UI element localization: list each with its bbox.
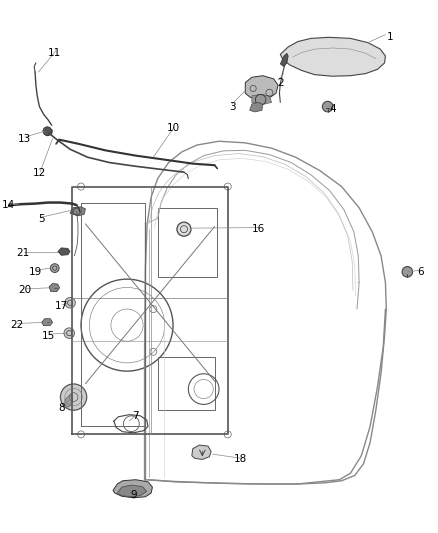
Text: 20: 20: [18, 286, 32, 295]
Text: 5: 5: [38, 214, 45, 223]
Polygon shape: [45, 128, 53, 136]
Text: 17: 17: [55, 302, 68, 311]
Text: 12: 12: [33, 168, 46, 178]
Polygon shape: [280, 37, 385, 76]
Polygon shape: [42, 319, 53, 326]
Polygon shape: [117, 485, 147, 497]
Text: 8: 8: [58, 403, 65, 413]
Text: 11: 11: [48, 49, 61, 58]
Circle shape: [65, 297, 75, 308]
Circle shape: [50, 264, 59, 272]
Bar: [158, 208, 217, 277]
Polygon shape: [280, 53, 288, 67]
Text: 10: 10: [166, 123, 180, 133]
Polygon shape: [65, 395, 72, 407]
Text: 4: 4: [329, 104, 336, 114]
Text: 2: 2: [277, 78, 284, 87]
Text: 7: 7: [132, 411, 139, 421]
Text: 22: 22: [10, 320, 23, 330]
Polygon shape: [49, 284, 60, 292]
Circle shape: [43, 127, 52, 135]
Polygon shape: [192, 445, 211, 459]
Polygon shape: [113, 480, 152, 498]
Circle shape: [177, 222, 191, 236]
Circle shape: [322, 101, 333, 112]
Circle shape: [402, 266, 413, 277]
Text: 9: 9: [130, 490, 137, 499]
Text: 14: 14: [2, 200, 15, 210]
Text: 6: 6: [417, 267, 424, 277]
Circle shape: [64, 328, 74, 338]
Text: 19: 19: [28, 267, 42, 277]
Polygon shape: [252, 94, 272, 104]
Text: 18: 18: [234, 455, 247, 464]
Bar: [158, 357, 215, 410]
Text: 13: 13: [18, 134, 31, 143]
Polygon shape: [8, 204, 11, 207]
Text: 16: 16: [252, 224, 265, 234]
Polygon shape: [250, 102, 263, 112]
Text: 1: 1: [386, 33, 393, 42]
Polygon shape: [245, 76, 278, 99]
Text: 21: 21: [16, 248, 29, 258]
Polygon shape: [58, 248, 70, 255]
Text: 15: 15: [42, 331, 55, 341]
Text: 3: 3: [229, 102, 236, 111]
Circle shape: [60, 384, 87, 410]
Polygon shape: [70, 207, 85, 216]
